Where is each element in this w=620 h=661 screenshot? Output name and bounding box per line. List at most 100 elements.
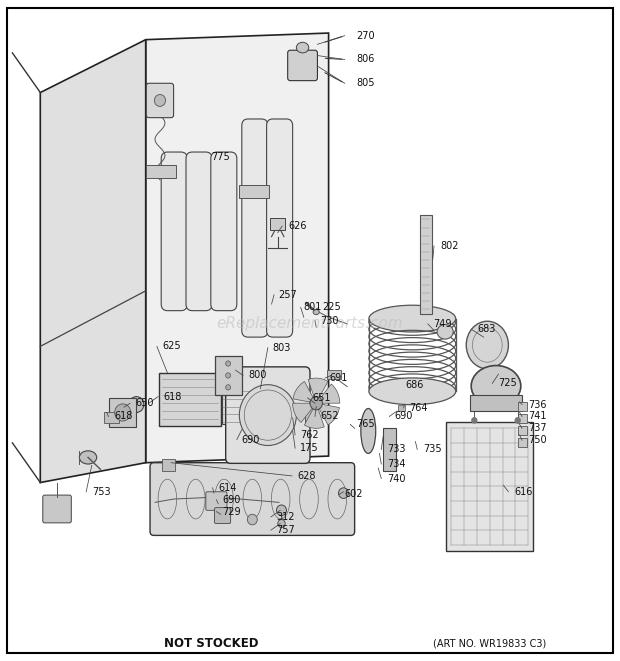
Text: 686: 686 bbox=[405, 380, 424, 391]
FancyBboxPatch shape bbox=[186, 152, 212, 311]
Circle shape bbox=[403, 395, 410, 403]
Text: 691: 691 bbox=[330, 373, 348, 383]
FancyBboxPatch shape bbox=[267, 119, 293, 337]
Text: 652: 652 bbox=[320, 411, 339, 422]
Text: 690: 690 bbox=[394, 411, 413, 422]
Text: 729: 729 bbox=[222, 506, 241, 517]
Bar bbox=[222, 388, 259, 424]
Bar bbox=[518, 438, 527, 447]
Polygon shape bbox=[319, 404, 339, 425]
Text: 690: 690 bbox=[222, 494, 241, 505]
Bar bbox=[420, 215, 432, 314]
Bar bbox=[162, 459, 175, 471]
Text: 257: 257 bbox=[278, 290, 296, 300]
Text: 690: 690 bbox=[242, 434, 260, 445]
FancyBboxPatch shape bbox=[215, 508, 231, 524]
Text: 762: 762 bbox=[300, 430, 319, 440]
Bar bbox=[215, 356, 242, 395]
FancyBboxPatch shape bbox=[288, 50, 317, 81]
Text: 805: 805 bbox=[356, 78, 375, 89]
Text: 270: 270 bbox=[356, 30, 375, 41]
Bar bbox=[383, 428, 396, 471]
Bar bbox=[159, 373, 221, 426]
Circle shape bbox=[515, 418, 520, 423]
FancyBboxPatch shape bbox=[146, 165, 176, 178]
Text: 312: 312 bbox=[277, 512, 295, 522]
FancyBboxPatch shape bbox=[146, 83, 174, 118]
Ellipse shape bbox=[471, 366, 521, 407]
Text: 764: 764 bbox=[409, 403, 428, 413]
Text: eReplacementParts.com: eReplacementParts.com bbox=[216, 317, 404, 331]
FancyBboxPatch shape bbox=[161, 152, 187, 311]
Ellipse shape bbox=[369, 378, 456, 405]
Text: 225: 225 bbox=[322, 302, 341, 313]
Circle shape bbox=[239, 385, 296, 446]
FancyBboxPatch shape bbox=[242, 119, 268, 337]
Text: 750: 750 bbox=[528, 435, 547, 446]
Text: 753: 753 bbox=[92, 486, 110, 497]
Text: 735: 735 bbox=[423, 444, 441, 455]
Text: 736: 736 bbox=[528, 399, 547, 410]
Ellipse shape bbox=[466, 321, 508, 369]
Text: 765: 765 bbox=[356, 419, 374, 430]
Ellipse shape bbox=[361, 408, 376, 453]
Polygon shape bbox=[319, 384, 340, 403]
Text: 734: 734 bbox=[387, 459, 405, 469]
Circle shape bbox=[115, 404, 131, 421]
Bar bbox=[109, 398, 136, 427]
Text: 733: 733 bbox=[387, 444, 405, 455]
Ellipse shape bbox=[296, 42, 309, 53]
Circle shape bbox=[247, 514, 257, 525]
Bar bbox=[518, 426, 527, 435]
Circle shape bbox=[154, 95, 166, 106]
Text: 616: 616 bbox=[515, 486, 533, 497]
Text: 737: 737 bbox=[528, 423, 547, 434]
Ellipse shape bbox=[369, 305, 456, 332]
Bar bbox=[305, 405, 317, 425]
Text: 683: 683 bbox=[477, 324, 496, 334]
Text: 614: 614 bbox=[218, 483, 237, 493]
Text: 650: 650 bbox=[135, 398, 154, 408]
Text: 800: 800 bbox=[248, 370, 267, 381]
Text: NOT STOCKED: NOT STOCKED bbox=[164, 637, 258, 650]
Bar bbox=[327, 370, 341, 379]
Circle shape bbox=[339, 488, 348, 498]
Circle shape bbox=[310, 397, 322, 410]
Bar bbox=[518, 414, 527, 423]
Polygon shape bbox=[40, 40, 146, 483]
Bar bbox=[470, 395, 522, 411]
Text: 801: 801 bbox=[304, 302, 322, 313]
Text: 628: 628 bbox=[298, 471, 316, 481]
Text: 626: 626 bbox=[288, 221, 307, 231]
Bar bbox=[518, 402, 527, 411]
Circle shape bbox=[226, 385, 231, 390]
Polygon shape bbox=[304, 408, 324, 428]
FancyBboxPatch shape bbox=[150, 463, 355, 535]
Text: 651: 651 bbox=[312, 393, 331, 403]
Text: 602: 602 bbox=[345, 489, 363, 500]
Text: 775: 775 bbox=[211, 152, 229, 163]
FancyBboxPatch shape bbox=[206, 492, 227, 510]
Text: 725: 725 bbox=[498, 378, 517, 389]
Bar bbox=[399, 379, 409, 394]
Text: 618: 618 bbox=[164, 391, 182, 402]
Ellipse shape bbox=[79, 451, 97, 464]
FancyBboxPatch shape bbox=[43, 495, 71, 523]
Circle shape bbox=[278, 520, 285, 527]
Polygon shape bbox=[293, 403, 313, 422]
Text: 749: 749 bbox=[433, 319, 451, 329]
Text: 803: 803 bbox=[273, 342, 291, 353]
Text: 730: 730 bbox=[320, 315, 339, 326]
Polygon shape bbox=[308, 378, 328, 399]
FancyBboxPatch shape bbox=[239, 185, 269, 198]
Text: 757: 757 bbox=[277, 525, 295, 535]
Text: 175: 175 bbox=[300, 443, 319, 453]
FancyBboxPatch shape bbox=[226, 367, 310, 463]
Circle shape bbox=[472, 418, 477, 423]
FancyBboxPatch shape bbox=[211, 152, 237, 311]
Circle shape bbox=[129, 397, 144, 412]
Text: (ART NO. WR19833 C3): (ART NO. WR19833 C3) bbox=[433, 639, 546, 649]
Circle shape bbox=[226, 373, 231, 378]
Text: 741: 741 bbox=[528, 411, 547, 422]
Text: 802: 802 bbox=[440, 241, 459, 251]
